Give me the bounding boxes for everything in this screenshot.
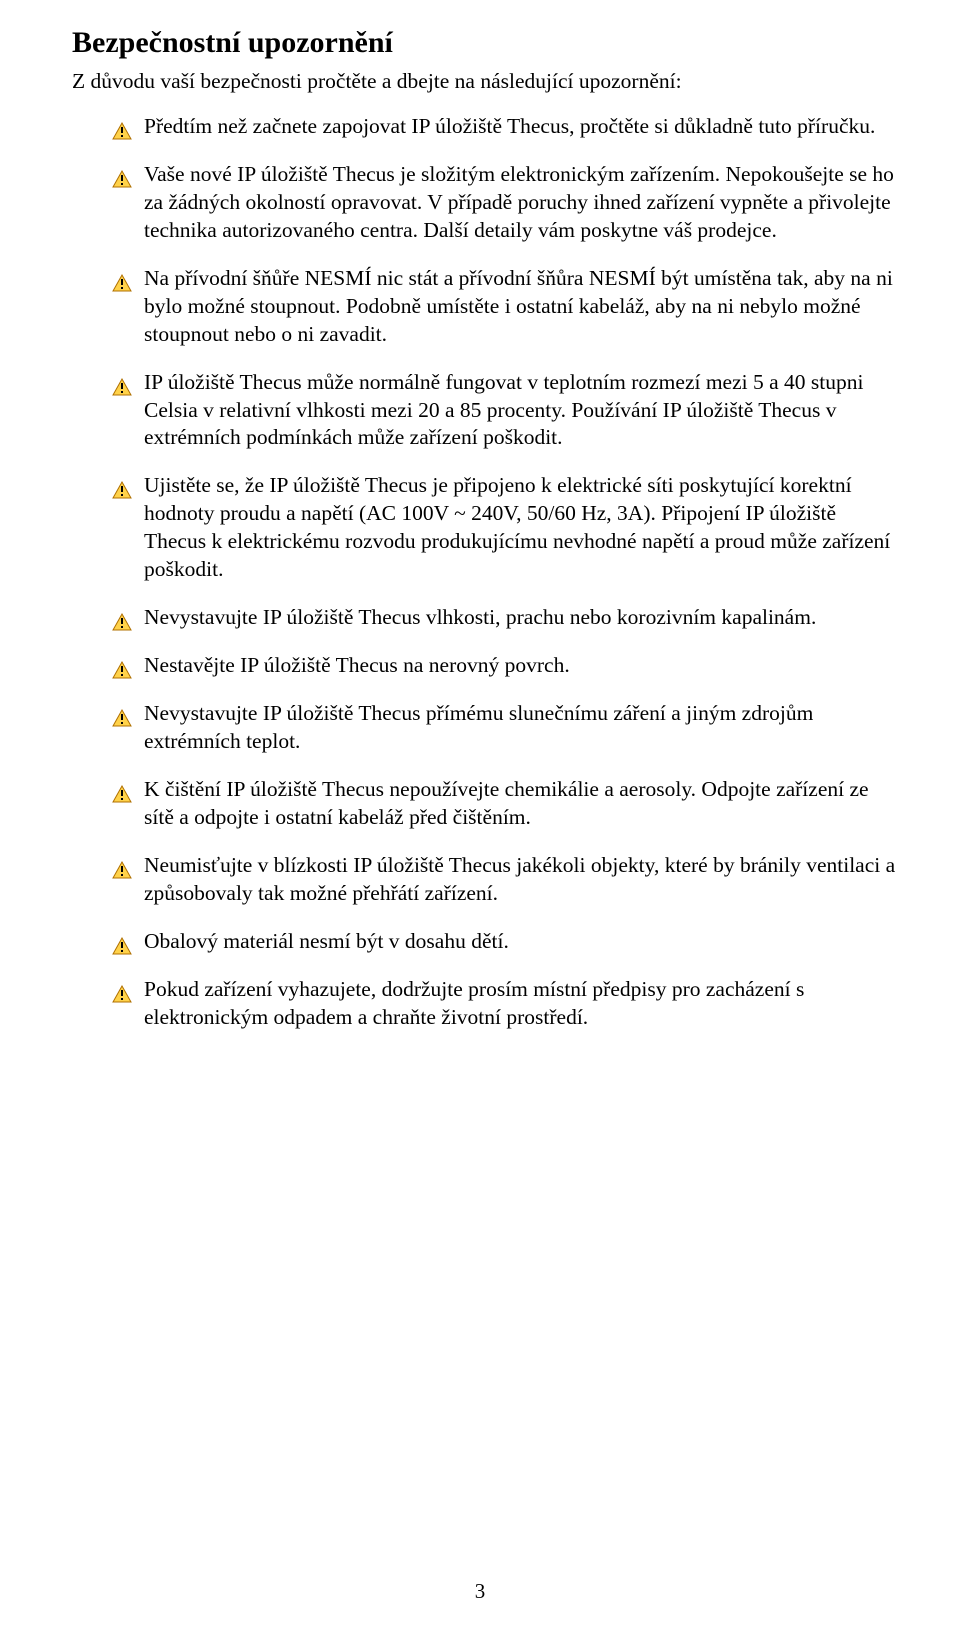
list-item-text: IP úložiště Thecus může normálně fungova… [144, 370, 863, 450]
list-item: Obalový materiál nesmí být v dosahu dětí… [112, 928, 900, 956]
intro-paragraph: Z důvodu vaší bezpečnosti pročtěte a dbe… [72, 68, 900, 96]
warning-list: Předtím než začnete zapojovat IP úložišt… [112, 113, 900, 1031]
warning-icon [112, 783, 132, 801]
page-number: 3 [0, 1579, 960, 1604]
list-item: Nevystavujte IP úložiště Thecus přímému … [112, 700, 900, 756]
list-item: Pokud zařízení vyhazujete, dodržujte pro… [112, 976, 900, 1032]
warning-icon [112, 935, 132, 953]
warning-icon [112, 611, 132, 629]
warning-icon [112, 479, 132, 497]
warning-icon [112, 659, 132, 677]
list-item-text: Pokud zařízení vyhazujete, dodržujte pro… [144, 977, 804, 1029]
list-item-text: Neumisťujte v blízkosti IP úložiště Thec… [144, 853, 895, 905]
list-item: Předtím než začnete zapojovat IP úložišt… [112, 113, 900, 141]
list-item-text: Vaše nové IP úložiště Thecus je složitým… [144, 162, 894, 242]
warning-icon [112, 983, 132, 1001]
list-item: IP úložiště Thecus může normálně fungova… [112, 369, 900, 453]
warning-icon [112, 272, 132, 290]
list-item-text: Obalový materiál nesmí být v dosahu dětí… [144, 929, 509, 953]
warning-icon [112, 859, 132, 877]
list-item-text: Předtím než začnete zapojovat IP úložišt… [144, 114, 875, 138]
page-title: Bezpečnostní upozornění [72, 24, 900, 62]
warning-icon [112, 376, 132, 394]
list-item-text: Ujistěte se, že IP úložiště Thecus je př… [144, 473, 890, 581]
list-item-text: Nestavějte IP úložiště Thecus na nerovný… [144, 653, 570, 677]
list-item: K čištění IP úložiště Thecus nepoužívejt… [112, 776, 900, 832]
list-item: Neumisťujte v blízkosti IP úložiště Thec… [112, 852, 900, 908]
document-page: Bezpečnostní upozornění Z důvodu vaší be… [0, 0, 960, 1640]
warning-icon [112, 707, 132, 725]
list-item: Ujistěte se, že IP úložiště Thecus je př… [112, 472, 900, 584]
list-item-text: K čištění IP úložiště Thecus nepoužívejt… [144, 777, 869, 829]
list-item-text: Nevystavujte IP úložiště Thecus vlhkosti… [144, 605, 816, 629]
list-item-text: Nevystavujte IP úložiště Thecus přímému … [144, 701, 813, 753]
list-item: Nestavějte IP úložiště Thecus na nerovný… [112, 652, 900, 680]
list-item-text: Na přívodní šňůře NESMÍ nic stát a přívo… [144, 266, 893, 346]
list-item: Na přívodní šňůře NESMÍ nic stát a přívo… [112, 265, 900, 349]
list-item: Nevystavujte IP úložiště Thecus vlhkosti… [112, 604, 900, 632]
warning-icon [112, 168, 132, 186]
warning-icon [112, 120, 132, 138]
list-item: Vaše nové IP úložiště Thecus je složitým… [112, 161, 900, 245]
